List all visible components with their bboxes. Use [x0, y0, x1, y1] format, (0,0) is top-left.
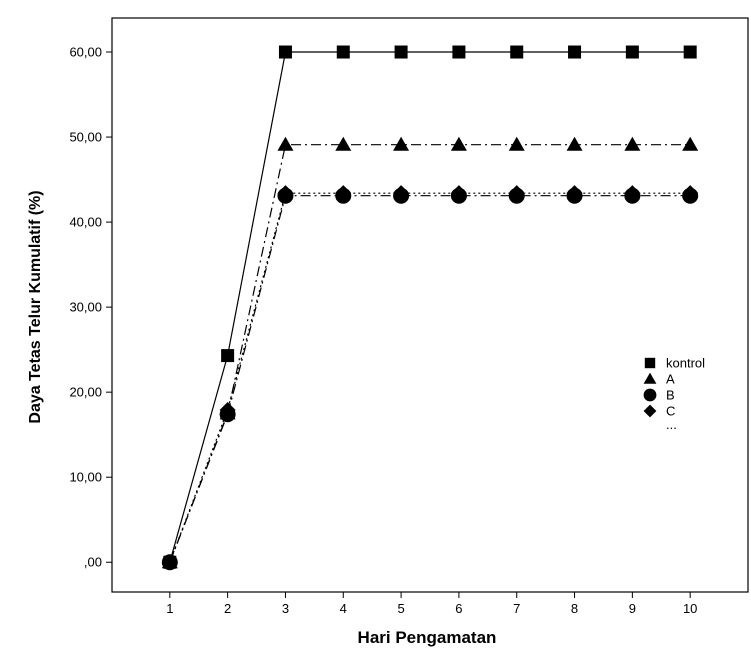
- data-point-a: [624, 136, 641, 151]
- legend-label-kontrol: kontrol: [666, 356, 705, 371]
- x-tick-label: 10: [683, 601, 697, 616]
- data-point-kontrol: [683, 45, 697, 59]
- x-axis-title: Hari Pengamatan: [358, 628, 497, 647]
- y-tick-label: 50,00: [69, 130, 102, 145]
- y-tick-label: 60,00: [69, 45, 102, 60]
- data-point-kontrol: [625, 45, 639, 59]
- data-point-c: [682, 185, 699, 202]
- data-point-kontrol: [510, 45, 524, 59]
- x-tick-label: 8: [571, 601, 578, 616]
- data-point-c: [624, 185, 641, 202]
- x-tick-label: 9: [629, 601, 636, 616]
- legend-label-c: C: [666, 404, 675, 419]
- series-line-a: [169, 144, 691, 563]
- series-line-c: [169, 192, 691, 563]
- x-tick-label: 7: [513, 601, 520, 616]
- data-point-c: [277, 185, 294, 202]
- data-point-c: [450, 185, 467, 202]
- x-tick-label: 1: [166, 601, 173, 616]
- plot-area: [111, 17, 749, 593]
- y-tick-label: ,00: [84, 555, 102, 570]
- y-axis-title: Daya Tetas Telur Kumulatif (%): [27, 190, 44, 423]
- y-tick-label: 30,00: [69, 300, 102, 315]
- data-point-kontrol: [221, 349, 235, 363]
- legend-marker-a: [643, 372, 657, 384]
- series-line-b: [169, 195, 691, 563]
- data-point-a: [508, 136, 525, 151]
- x-tick-label: 4: [340, 601, 347, 616]
- data-point-a: [566, 136, 583, 151]
- data-point-c: [508, 185, 525, 202]
- data-point-c: [566, 185, 583, 202]
- x-tick-label: 3: [282, 601, 289, 616]
- legend-label-b: B: [666, 388, 675, 403]
- y-tick-label: 40,00: [69, 215, 102, 230]
- legend-extra-label: ...: [666, 417, 677, 432]
- legend-marker-c: [643, 404, 657, 418]
- data-point-c: [219, 402, 236, 419]
- y-tick-label: 20,00: [69, 385, 102, 400]
- data-point-c: [335, 185, 352, 202]
- legend-marker-kontrol: [644, 357, 656, 369]
- data-point-kontrol: [336, 45, 350, 59]
- data-point-c: [161, 554, 178, 571]
- data-point-a: [335, 136, 352, 151]
- data-point-kontrol: [452, 45, 466, 59]
- legend-label-a: A: [666, 372, 675, 387]
- y-tick-label: 10,00: [69, 470, 102, 485]
- data-point-a: [393, 136, 410, 151]
- data-point-a: [682, 136, 699, 151]
- data-point-a: [277, 136, 294, 151]
- x-tick-label: 5: [397, 601, 404, 616]
- series-line-kontrol: [169, 51, 691, 563]
- x-tick-label: 2: [224, 601, 231, 616]
- data-point-kontrol: [278, 45, 292, 59]
- data-point-kontrol: [394, 45, 408, 59]
- data-point-kontrol: [568, 45, 582, 59]
- legend-marker-b: [643, 388, 657, 402]
- data-point-c: [393, 185, 410, 202]
- x-tick-label: 6: [455, 601, 462, 616]
- data-point-a: [450, 136, 467, 151]
